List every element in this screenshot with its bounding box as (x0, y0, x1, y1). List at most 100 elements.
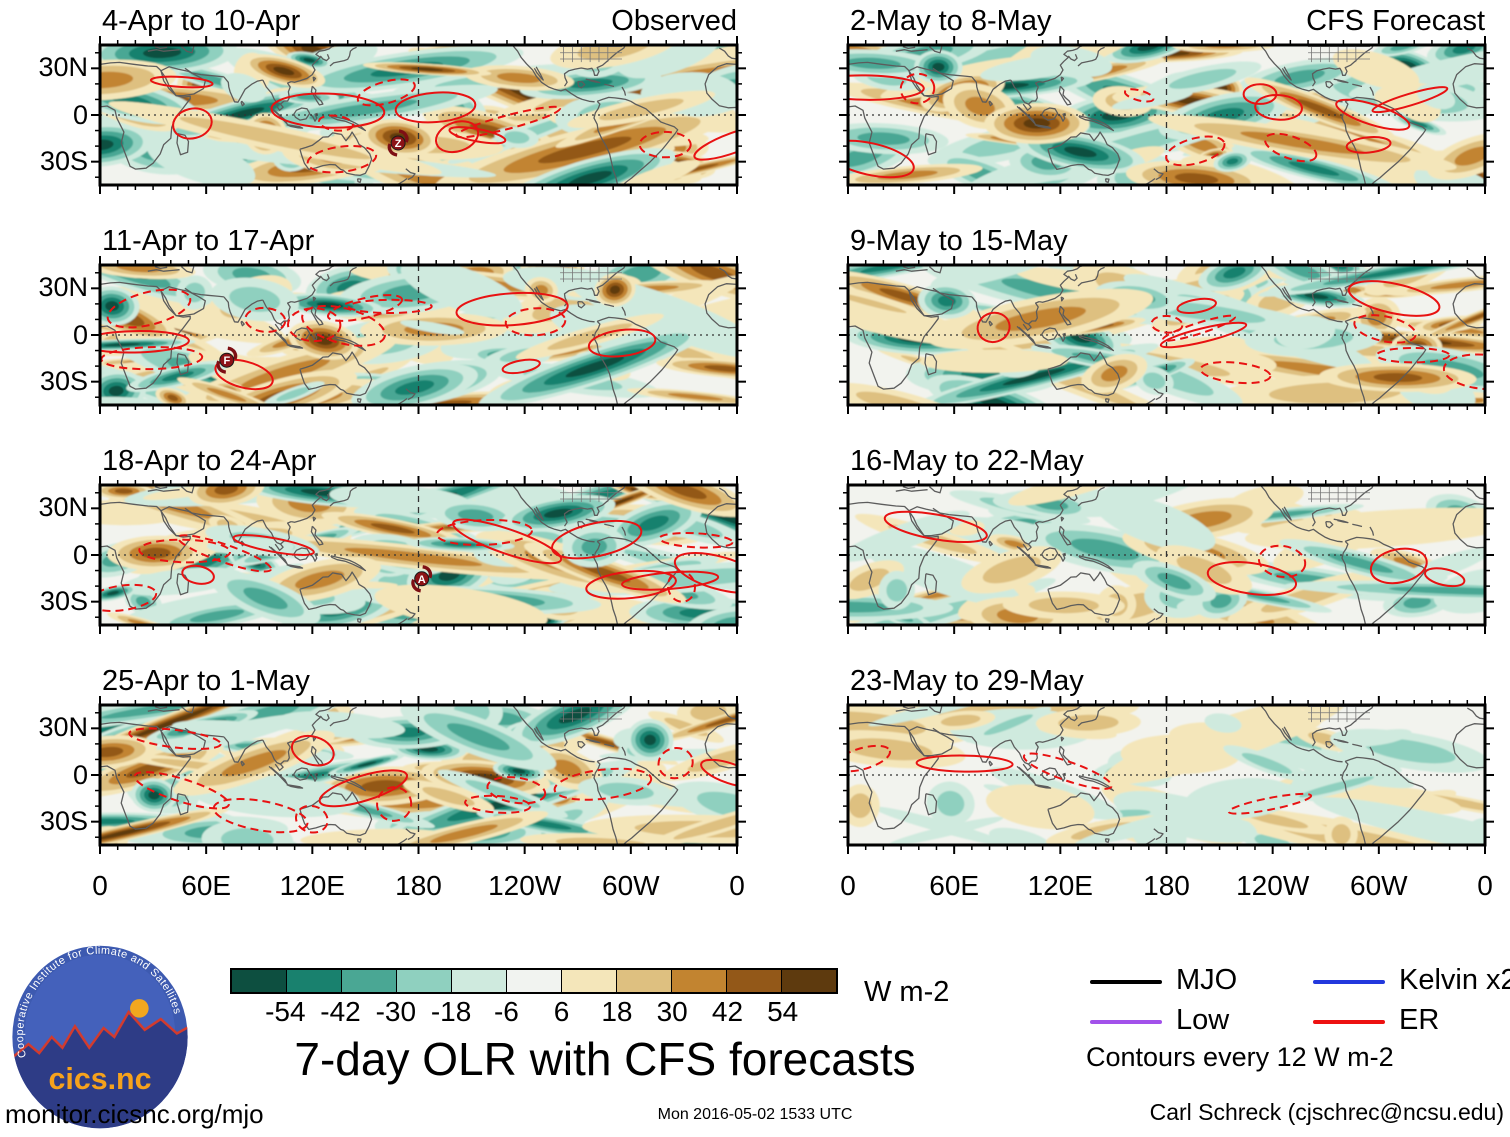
ytick-eq: 0 (72, 760, 88, 790)
legend-label: ER (1399, 1004, 1440, 1036)
er-wave-contours (883, 510, 1466, 596)
colorbar-swatch-3 (396, 970, 451, 992)
colorbar-units: W m-2 (864, 976, 950, 1008)
ytick-eq: 0 (72, 320, 88, 350)
coastlines (100, 45, 737, 185)
ytick-30n: 30N (38, 272, 88, 302)
ytick-30n: 30N (38, 492, 88, 522)
colorbar-swatch-7 (616, 970, 671, 992)
colorbar-tick-label: 6 (553, 996, 570, 1027)
xtick: 0 (840, 870, 856, 901)
axis-ticks (839, 476, 1494, 634)
column-header-observed: Observed (611, 5, 737, 37)
axis-ticks (839, 36, 1494, 194)
xtick: 180 (395, 870, 442, 901)
xtick: 60E (181, 870, 232, 901)
ytick-eq: 0 (72, 100, 88, 130)
map-canvas: Z (91, 36, 746, 194)
map-canvas (839, 696, 1494, 854)
colorbar-tick-label: -54 (265, 996, 306, 1027)
legend-line-icon (1090, 980, 1162, 984)
colorbar-swatch-6 (561, 970, 616, 992)
panel-title: 18-Apr to 24-Apr (102, 445, 317, 477)
us-state-borders (1308, 45, 1370, 63)
xtick: 60E (929, 870, 980, 901)
map-canvas (839, 36, 1494, 194)
ytick-30n: 30N (38, 52, 88, 82)
colorbar-tick-label: 54 (767, 996, 799, 1027)
colorbar-swatch-0 (232, 970, 286, 992)
er-wave-contours (128, 727, 737, 834)
colorbar-tick-label: -18 (430, 996, 472, 1027)
xaxis-forecast: 0 60E 120E 180 120W 60W 0 (840, 870, 1493, 906)
panel-title: 25-Apr to 1-May (102, 665, 310, 697)
coastlines (848, 45, 1485, 185)
colorbar-swatches (230, 968, 838, 994)
axis-ticks (839, 696, 1494, 854)
legend-line-icon (1090, 1020, 1162, 1024)
panel-observed-week4: 25-Apr to 1-May (91, 665, 746, 854)
xtick: 60W (602, 870, 660, 901)
axis-ticks (91, 476, 746, 634)
xtick: 0 (1477, 870, 1493, 901)
colorbar-swatch-9 (726, 970, 781, 992)
axis-ticks (91, 256, 746, 414)
panel-forecast-week4: 23-May to 29-May (839, 665, 1494, 854)
logo-name-text: cics.nc (48, 1062, 151, 1096)
us-state-borders (1308, 265, 1370, 283)
panel-observed-week3: 18-Apr to 24-Apr A (91, 445, 746, 634)
colorbar-tick-labels: -54 -42 -30 -18 -6 6 18 30 42 54 (230, 994, 838, 1028)
panel-title: 16-May to 22-May (850, 445, 1084, 477)
panel-forecast-week2: 9-May to 15-May (839, 225, 1494, 414)
ytick-30s: 30S (39, 366, 88, 396)
panel-forecast-week1: 2-May to 8-May CFS Forecast (839, 5, 1494, 194)
xtick: 0 (92, 870, 108, 901)
map-canvas (839, 256, 1494, 414)
us-state-borders (560, 485, 622, 503)
coastlines (848, 265, 1485, 405)
panel-forecast-week3: 16-May to 22-May (839, 445, 1494, 634)
xtick: 120E (1027, 870, 1093, 901)
colorbar: -54 -42 -30 -18 -6 6 18 30 42 54 (230, 968, 838, 1028)
xtick: 0 (729, 870, 745, 901)
legend-label: Kelvin x2 (1399, 964, 1510, 996)
us-state-borders (560, 265, 622, 283)
er-wave-contours (100, 288, 657, 391)
map-canvas (91, 696, 746, 854)
panel-title: 4-Apr to 10-Apr (102, 5, 301, 37)
legend-line-icon (1313, 980, 1385, 984)
us-state-borders (560, 45, 622, 63)
xtick: 60W (1350, 870, 1408, 901)
er-wave-contours (149, 75, 737, 174)
legend-label: MJO (1176, 964, 1238, 996)
footer-timestamp: Mon 2016-05-02 1533 UTC (657, 1106, 853, 1123)
xaxis-observed: 0 60E 120E 180 120W 60W 0 (92, 870, 745, 906)
svg-text:Z: Z (395, 138, 402, 150)
map-canvas: A (91, 476, 746, 634)
legend-label: Low (1176, 1004, 1230, 1036)
colorbar-swatch-10 (781, 970, 836, 992)
logo-mountains-icon (12, 1009, 188, 1129)
panel-title: 2-May to 8-May (850, 5, 1052, 37)
ytick-30s: 30S (39, 586, 88, 616)
svg-text:F: F (223, 355, 230, 367)
contour-interval-note: Contours every 12 W m-2 (1086, 1042, 1394, 1072)
panel-observed-week2: 11-Apr to 17-Apr F (91, 225, 746, 414)
colorbar-tick-label: 30 (656, 996, 688, 1027)
column-header-forecast: CFS Forecast (1306, 5, 1485, 37)
er-wave-contours (848, 72, 1449, 179)
xtick: 120W (1236, 870, 1310, 901)
colorbar-swatch-1 (286, 970, 341, 992)
cyclone-marker-Z: Z (387, 129, 409, 157)
cyclone-marker-A: A (411, 565, 433, 593)
axis-ticks (91, 36, 746, 194)
us-state-borders (1308, 705, 1370, 723)
footer-credit: Carl Schreck (cjschrec@ncsu.edu) (1149, 1099, 1504, 1125)
ytick-30n: 30N (38, 712, 88, 742)
svg-text:A: A (418, 574, 426, 586)
colorbar-swatch-2 (341, 970, 396, 992)
us-state-borders (1308, 485, 1370, 503)
footer-url: monitor.cicsnc.org/mjo (5, 1099, 264, 1129)
colorbar-tick-label: 18 (601, 996, 633, 1027)
